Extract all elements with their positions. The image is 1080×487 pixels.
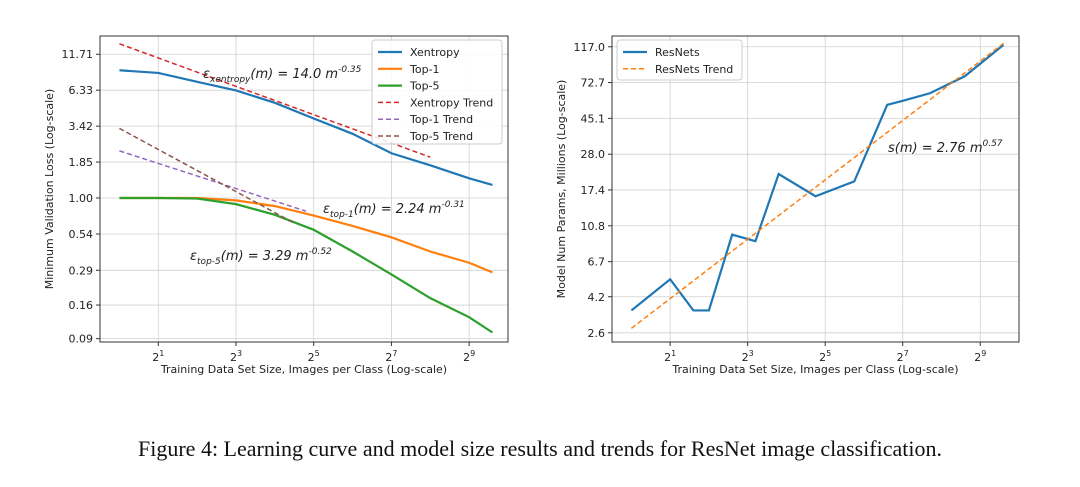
legend-label: Top-5 Trend <box>409 130 473 143</box>
y-tick-label: 10.8 <box>581 220 606 233</box>
fit-equation: εxentropy(m) = 14.0 m-0.35 <box>203 65 362 85</box>
legend-label: Xentropy Trend <box>410 96 493 109</box>
grid <box>100 36 508 342</box>
series-resnets-trend <box>630 42 1004 329</box>
legend: Xentropy Top-1 Top-5 Xentropy Trend Top-1 Tr… <box>371 39 503 145</box>
x-tick-label: 21 <box>664 349 676 364</box>
y-tick-label: 17.4 <box>581 184 606 197</box>
legend: ResNets ResNets Trend <box>616 39 743 81</box>
x-tick-label: 25 <box>308 349 320 364</box>
y-tick-label: 2.6 <box>588 327 606 340</box>
series-resnets <box>630 43 1005 312</box>
x-tick-label: 27 <box>897 349 909 364</box>
y-tick-label: 0.16 <box>69 299 94 312</box>
chart-panel-2: 117.0 72.7 45.1 28.0 17.4 10.8 6.7 4.2 2.6 21 23 25… <box>555 35 1020 376</box>
fit-equation: s(m) = 2.76 m0.57 <box>888 139 1003 156</box>
fit-equation: εtop-1(m) = 2.24 m-0.31 <box>323 200 465 220</box>
x-tick-label: 21 <box>152 349 164 364</box>
legend-label: Top-1 Trend <box>409 113 473 126</box>
legend-label: ResNets Trend <box>655 63 733 76</box>
y-tick-label: 11.71 <box>62 48 94 61</box>
y-tick-label: 45.1 <box>581 112 606 125</box>
series-xentropy <box>119 69 493 187</box>
y-tick-label: 6.7 <box>588 256 606 269</box>
x-tick-label: 23 <box>230 349 242 364</box>
y-tick-label: 117.0 <box>574 41 606 54</box>
y-tick-label: 6.33 <box>69 84 94 97</box>
y-tick-label: 0.09 <box>69 333 94 346</box>
series-top-5 <box>119 196 494 334</box>
x-tick-label: 23 <box>742 349 754 364</box>
legend-label: Top-5 <box>409 80 440 93</box>
legend-label: Xentropy <box>410 46 460 59</box>
y-tick-label: 0.29 <box>69 264 94 277</box>
plot-frame <box>99 35 509 343</box>
x-tick-label: 25 <box>819 349 831 364</box>
y-axis-label: Model Num Params, Millions (Log-scale) <box>555 80 568 299</box>
y-axis-label: Minimum Validation Loss (Log-scale) <box>43 89 56 289</box>
chart-panel-1: 11.71 6.33 3.42 1.85 1.00 0.54 0.29 0.16 0.09 21 2… <box>43 35 509 376</box>
y-tick-label: 1.85 <box>69 156 94 169</box>
series-top-1-trend <box>119 150 307 212</box>
x-tick-label: 29 <box>463 349 475 364</box>
y-tick-label: 1.00 <box>69 192 94 205</box>
x-axis-label: Training Data Set Size, Images per Class… <box>160 363 447 376</box>
series-top-5-trend <box>119 127 295 224</box>
x-tick-label: 27 <box>385 349 397 364</box>
y-tick-label: 72.7 <box>581 77 606 90</box>
y-tick-label: 4.2 <box>588 291 606 304</box>
legend-box <box>371 39 503 145</box>
fit-equation: εtop-5(m) = 3.29 m-0.52 <box>190 247 332 267</box>
plot-frame <box>611 35 1020 343</box>
legend-label: Top-1 <box>409 63 440 76</box>
y-tick-label: 28.0 <box>581 148 606 161</box>
y-tick-label: 0.54 <box>69 228 94 241</box>
x-tick-label: 29 <box>974 349 986 364</box>
y-tick-label: 3.42 <box>69 120 94 133</box>
x-axis-label: Training Data Set Size, Images per Class… <box>671 363 958 376</box>
figure-caption: Figure 4: Learning curve and model size … <box>138 436 942 461</box>
legend-label: ResNets <box>655 46 700 59</box>
legend-box <box>616 39 743 81</box>
